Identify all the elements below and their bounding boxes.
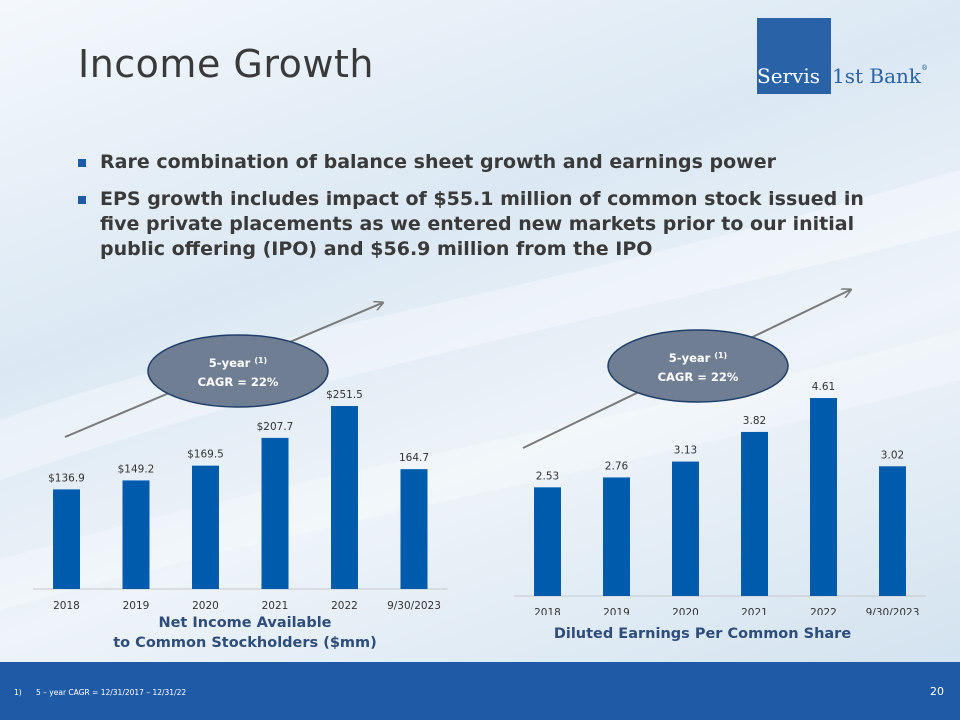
bar-9-30-2023 [879, 466, 906, 596]
data-label: 3.02 [881, 449, 904, 461]
logo-part2-text: 1st Bank [832, 64, 922, 88]
eps-caption: Diluted Earnings Per Common Share [530, 624, 875, 644]
data-label: $251.5 [326, 389, 363, 401]
net-income-chart: $136.9 2018 $149.2 2019 $169.5 2020 $207.7 2021… [33, 285, 448, 612]
x-tick-label: 2022 [810, 607, 837, 615]
cagr-badge-period: 5-year [209, 356, 255, 370]
bar-2021 [261, 437, 289, 589]
cagr-badge-footnote-ref: (1) [714, 351, 727, 360]
data-label: 3.82 [743, 415, 766, 427]
caption-line-2: to Common Stockholders ($mm) [113, 635, 377, 651]
caption-line-1: Net Income Available [158, 615, 332, 631]
bar-9-30-2023 [400, 469, 428, 589]
square-bullet-icon [78, 159, 86, 167]
bar-2020 [192, 465, 219, 589]
bullet-text: EPS growth includes impact of $55.1 mill… [100, 188, 864, 260]
x-tick-label: 2018 [53, 600, 80, 612]
bar-2019 [122, 480, 150, 589]
x-tick-label: 2018 [534, 607, 561, 615]
logo-box [757, 18, 831, 94]
x-tick-label: 2022 [331, 600, 358, 612]
cagr-badge-ellipse [147, 334, 329, 408]
data-label: $169.5 [187, 449, 224, 461]
data-label: $136.9 [48, 472, 85, 484]
data-label: $149.2 [118, 463, 155, 475]
bullet-item: EPS growth includes impact of $55.1 mill… [78, 187, 908, 262]
x-tick-label: 2021 [741, 607, 768, 615]
bar-2021 [741, 431, 768, 596]
bar-2022 [331, 406, 358, 589]
caption-line-1: Diluted Earnings Per Common Share [553, 626, 852, 642]
square-bullet-icon [78, 196, 86, 204]
x-tick-label: 2020 [672, 607, 699, 615]
cagr-badge: 5-year (1) CAGR = 22% [607, 329, 789, 403]
cagr-badge-footnote-ref: (1) [254, 356, 267, 365]
x-tick-label: 9/30/2023 [866, 607, 920, 615]
x-tick-label: 2019 [603, 607, 630, 615]
x-tick-label: 9/30/2023 [387, 600, 441, 612]
cagr-badge-line-1: 5-year (1) [669, 351, 727, 365]
x-tick-label: 2021 [262, 600, 289, 612]
bar-2019 [603, 477, 630, 596]
cagr-badge: 5-year (1) CAGR = 22% [147, 334, 329, 408]
footer-bar: 1) 5 – year CAGR = 12/31/2017 – 12/31/22… [0, 662, 960, 720]
cagr-badge-period: 5-year [669, 351, 715, 365]
bullet-list: Rare combination of balance sheet growth… [78, 150, 908, 274]
data-label: 3.13 [674, 445, 697, 457]
cagr-badge-line-1: 5-year (1) [209, 356, 267, 370]
net-income-caption: Net Income Available to Common Stockhold… [90, 613, 400, 653]
page-title: Income Growth [78, 42, 374, 86]
logo-part1: Servis [757, 64, 821, 88]
bar-2018 [53, 489, 80, 589]
bar-2018 [534, 487, 561, 596]
cagr-badge-ellipse [607, 329, 789, 403]
data-label: 4.61 [812, 381, 835, 393]
data-label: $207.7 [257, 421, 294, 433]
bar-2020 [672, 461, 699, 596]
logo-part2: 1st Bank® [832, 64, 928, 88]
bullet-text: Rare combination of balance sheet growth… [100, 151, 776, 173]
data-label: 2.53 [536, 470, 559, 482]
eps-chart: 2.53 2018 2.76 2019 3.13 2020 3.82 2021 4.61 2022… [514, 280, 926, 615]
cagr-badge-line-2: CAGR = 22% [658, 370, 739, 384]
x-tick-label: 2019 [123, 600, 150, 612]
bullet-item: Rare combination of balance sheet growth… [78, 150, 908, 175]
bar-2022 [810, 398, 837, 596]
page-number: 20 [930, 685, 944, 698]
data-label: 164.7 [399, 452, 429, 464]
cagr-badge-line-2: CAGR = 22% [198, 375, 279, 389]
bank-logo: Servis 1st Bank® [757, 18, 937, 94]
footnote: 1) 5 – year CAGR = 12/31/2017 – 12/31/22 [14, 688, 187, 697]
logo-registered-mark: ® [921, 64, 929, 72]
data-label: 2.76 [605, 460, 629, 472]
x-tick-label: 2020 [192, 600, 219, 612]
